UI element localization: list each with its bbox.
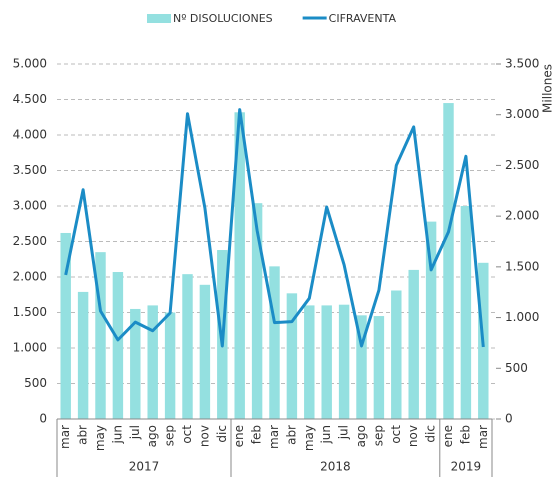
x-tick-label: mar: [476, 425, 490, 449]
x-tick-label: jun: [319, 425, 333, 445]
bar: [147, 305, 158, 419]
x-tick-label: nov: [197, 425, 211, 447]
x-tick-label: may: [302, 425, 316, 451]
bar: [269, 266, 280, 419]
y-tick-label: 5.000: [13, 57, 47, 71]
y2-tick-label: 0: [505, 412, 513, 426]
y-tick-label: 4.500: [13, 92, 47, 106]
y-tick-label: 1.500: [13, 305, 47, 319]
bar: [199, 284, 211, 419]
x-tick-label: ago: [354, 425, 368, 447]
bar: [164, 312, 176, 419]
x-tick-label: jul: [128, 425, 142, 440]
x-tick-label: feb: [250, 425, 264, 444]
x-tick-label: sep: [163, 425, 177, 446]
y-tick-label: 2.500: [13, 234, 47, 248]
y2-tick-label: 3.000: [505, 107, 539, 121]
x-tick-label: ene: [441, 425, 455, 447]
bar: [373, 316, 385, 419]
bar: [130, 308, 141, 419]
bar: [338, 304, 350, 419]
y-tick-label: 1.000: [13, 341, 47, 355]
x-tick-label: oct: [180, 425, 194, 444]
bar: [425, 221, 437, 419]
x-tick-label: abr: [284, 425, 298, 445]
x-tick-label: oct: [389, 425, 403, 444]
bar: [234, 112, 245, 419]
bar: [112, 272, 124, 419]
y2-tick-label: 2.500: [505, 158, 539, 172]
x-tick-label: nov: [406, 425, 420, 447]
y-tick-label: 500: [24, 376, 47, 390]
x-tick-label: ene: [232, 425, 246, 447]
bar: [356, 315, 367, 419]
x-tick-label: dic: [424, 425, 438, 443]
legend-swatch: [147, 14, 171, 23]
bar: [443, 103, 454, 420]
x-tick-label: sep: [371, 425, 385, 446]
x-tick-label: may: [93, 425, 107, 451]
bar: [251, 203, 263, 419]
bar: [77, 291, 89, 419]
group-label: 2019: [451, 460, 482, 474]
bar: [304, 305, 315, 419]
y-tick-label: 3.000: [13, 199, 47, 213]
y-tick-label: 2.000: [13, 270, 47, 284]
x-tick-label: dic: [215, 425, 229, 443]
x-tick-label: jun: [110, 425, 124, 445]
x-tick-label: abr: [76, 425, 90, 445]
y-tick-label: 3.500: [13, 163, 47, 177]
y2-tick-label: 1.500: [505, 259, 539, 273]
group-label: 2018: [320, 460, 351, 474]
y2-tick-label: 500: [505, 361, 528, 375]
group-label: 2017: [129, 460, 160, 474]
x-tick-label: mar: [267, 425, 281, 449]
y2-tick-label: 2.000: [505, 209, 539, 223]
bar: [321, 305, 332, 419]
line-series: [64, 108, 485, 348]
x-tick-label: mar: [58, 425, 72, 449]
legend-label: CIFRAVENTA: [329, 12, 397, 25]
x-tick-label: feb: [458, 425, 472, 444]
y2-axis-label: Millones: [541, 64, 555, 113]
bar: [182, 274, 193, 419]
bar: [95, 252, 106, 419]
bar: [460, 206, 472, 419]
bar: [408, 269, 419, 419]
y-tick-label: 4.000: [13, 128, 47, 142]
y-tick-label: 0: [39, 412, 47, 426]
y2-tick-label: 1.000: [505, 310, 539, 324]
x-tick-label: ago: [145, 425, 159, 447]
x-tick-label: jul: [337, 425, 351, 440]
y2-tick-label: 3.500: [505, 57, 539, 71]
bar: [391, 290, 402, 419]
bar: [60, 232, 71, 419]
bar: [286, 293, 298, 419]
legend-label: Nº DISOLUCIONES: [173, 12, 273, 25]
